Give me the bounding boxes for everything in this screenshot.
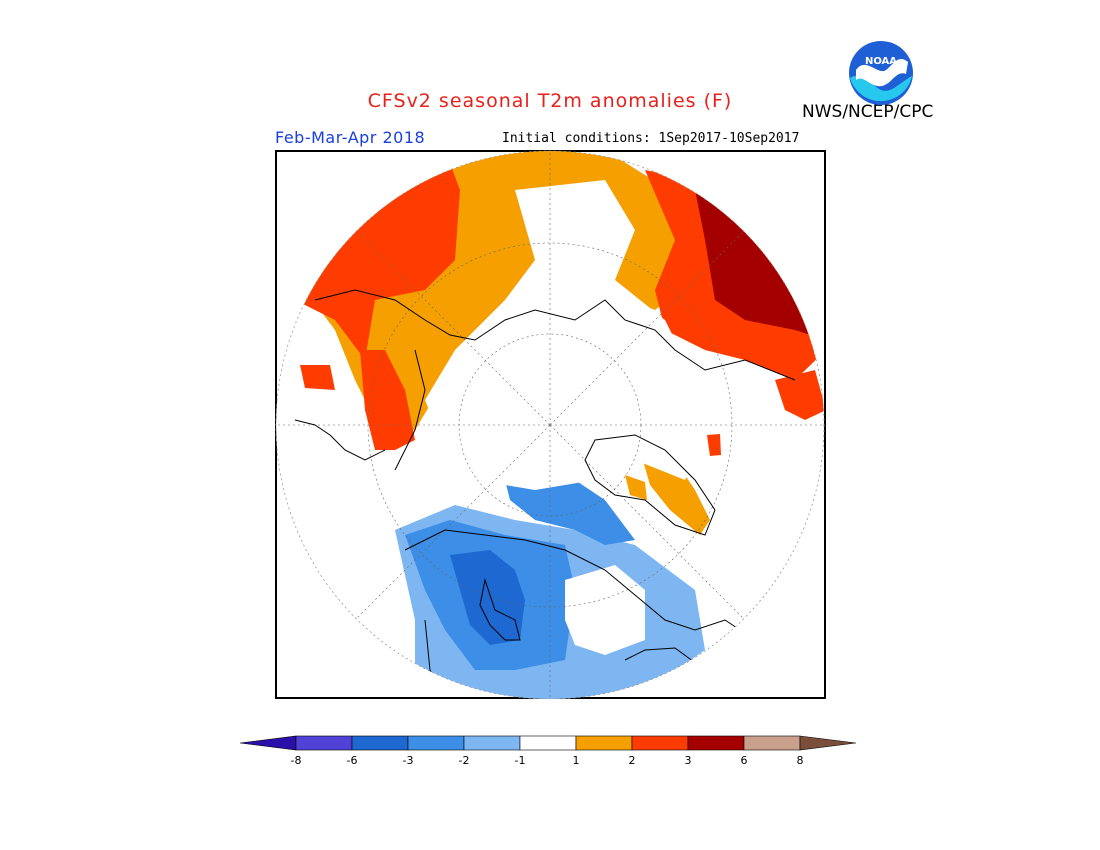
legend-tick-label: 3 — [685, 754, 692, 767]
noaa-logo-text: NOAA — [865, 56, 897, 67]
anomaly-region-greenland-east — [625, 475, 647, 500]
near-normal-hudson-area — [565, 565, 645, 655]
legend-swatch — [687, 735, 745, 751]
anomaly-region-greenland-coast — [640, 450, 710, 535]
legend-tick-label: 8 — [797, 754, 804, 767]
legend-tick-label: -3 — [403, 754, 414, 767]
legend-swatch — [407, 735, 465, 751]
legend-swatch — [295, 735, 353, 751]
legend-swatch — [631, 735, 689, 751]
color-legend: -8 -6 -3 -2 -1 1 2 3 6 8 — [239, 735, 857, 767]
polar-map — [275, 150, 826, 699]
anomaly-region-arctic-islands — [505, 480, 635, 545]
legend-tick-label: 2 — [629, 754, 636, 767]
page-title: CFSv2 seasonal T2m anomalies (F) — [367, 90, 733, 112]
season-label: Feb-Mar-Apr 2018 — [275, 128, 426, 147]
legend-swatch — [743, 735, 801, 751]
legend-tick-label: -2 — [459, 754, 470, 767]
noaa-logo-icon: NOAA — [849, 41, 913, 105]
anomaly-region-chukotka — [695, 190, 824, 340]
legend-tick-label: 1 — [573, 754, 580, 767]
anomaly-region-hudson-bay — [450, 550, 525, 645]
legend-swatch — [575, 735, 633, 751]
anomaly-region-east-asia-patch — [775, 370, 824, 420]
anomaly-region-west-europe-spot — [300, 365, 335, 390]
legend-swatch-right-triangle — [799, 735, 857, 751]
legend-tick-label: -8 — [291, 754, 302, 767]
legend-tick-label: 6 — [741, 754, 748, 767]
legend-tick-label: -6 — [347, 754, 358, 767]
near-normal-arctic-cap — [425, 180, 705, 490]
anomaly-region-alaska-spot — [707, 434, 721, 456]
initial-conditions-label: Initial conditions: 1Sep2017-10Sep2017 — [502, 131, 800, 146]
legend-tick-label: -1 — [515, 754, 526, 767]
legend-swatch — [463, 735, 521, 751]
legend-swatch — [351, 735, 409, 751]
legend-swatch-left-triangle — [239, 735, 297, 751]
organization-label: NWS/NCEP/CPC — [802, 102, 934, 122]
legend-swatch — [519, 735, 577, 751]
